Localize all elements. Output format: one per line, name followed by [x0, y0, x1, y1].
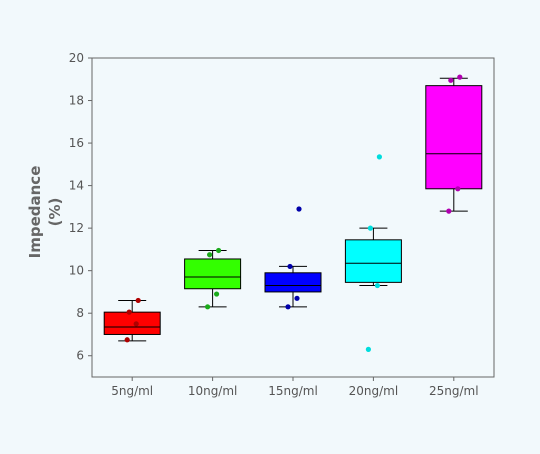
points-layer	[124, 74, 463, 352]
data-point	[126, 309, 132, 315]
x-tick-label: 10ng/ml	[188, 384, 238, 398]
box	[344, 239, 402, 283]
y-axis: 6 8 10 12 14 16 18 20	[69, 51, 92, 363]
y-axis-title-line-1: Impedance	[26, 166, 44, 259]
x-tick-label: 20ng/ml	[349, 384, 399, 398]
data-point	[376, 154, 382, 160]
y-tick-label: 20	[69, 51, 84, 65]
y-tick-label: 14	[69, 179, 84, 193]
y-tick-label: 8	[76, 306, 84, 320]
y-tick-label: 6	[76, 349, 84, 363]
box	[103, 311, 161, 335]
x-tick-label: 15ng/ml	[268, 384, 318, 398]
data-point	[448, 77, 454, 83]
y-tick-label: 12	[69, 221, 84, 235]
x-tick-label: 25ng/ml	[429, 384, 479, 398]
box	[425, 85, 483, 190]
data-point	[124, 337, 130, 343]
y-tick-label: 18	[69, 94, 84, 108]
y-tick-label: 10	[69, 264, 84, 278]
box-group-25ng/ml	[425, 77, 483, 212]
box-group-15ng/ml	[264, 265, 322, 308]
data-point	[365, 346, 371, 352]
box-group-10ng/ml	[184, 249, 242, 308]
y-tick-label: 16	[69, 136, 84, 150]
data-point	[287, 263, 293, 270]
box	[264, 272, 322, 293]
box-group-5ng/ml	[103, 299, 161, 342]
data-point	[135, 297, 141, 304]
data-point	[205, 304, 211, 310]
box	[184, 258, 242, 290]
data-point	[374, 282, 380, 289]
box-group-20ng/ml	[344, 227, 402, 287]
boxes-layer	[103, 77, 483, 342]
data-point	[367, 225, 373, 231]
data-point	[285, 304, 291, 310]
x-axis: 5ng/ml 10ng/ml 15ng/ml 20ng/ml 25ng/ml	[111, 377, 479, 398]
data-point	[455, 186, 461, 192]
data-point	[294, 295, 300, 301]
data-point	[296, 206, 302, 212]
data-point	[446, 208, 452, 214]
data-point	[457, 74, 463, 80]
data-point	[207, 252, 213, 258]
x-tick-label: 5ng/ml	[111, 384, 153, 398]
data-point	[214, 291, 220, 297]
y-axis-title: Impedance (%)	[26, 166, 64, 259]
data-point	[216, 247, 222, 254]
data-point	[133, 321, 139, 327]
y-axis-title-line-2: (%)	[46, 198, 64, 227]
